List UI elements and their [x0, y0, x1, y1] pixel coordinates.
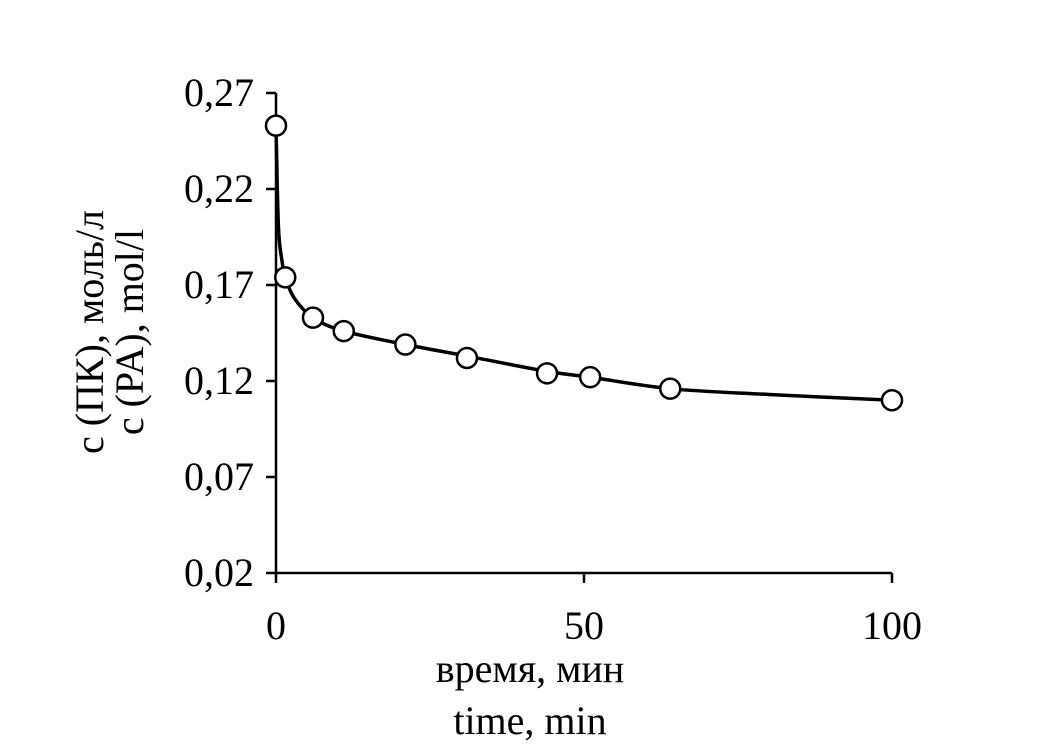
y-axis-title-line-2: c (PA), mol/l — [107, 229, 152, 435]
data-point-marker — [273, 266, 297, 289]
data-point-marker — [455, 346, 479, 370]
y-tick-label: 0,07 — [184, 454, 254, 499]
data-point-marker — [332, 319, 356, 343]
y-axis-title-line-1: c (ПК), моль/л — [67, 210, 112, 454]
series-line — [274, 125, 893, 402]
y-tick-label: 0,22 — [184, 166, 254, 211]
y-tick-label: 0,17 — [184, 262, 254, 307]
y-tick-label: 0,12 — [184, 358, 254, 403]
x-axis-title-line-2: time, min — [453, 698, 606, 743]
data-point-marker — [394, 333, 417, 356]
data-point-marker — [264, 114, 288, 137]
y-tick-label: 0,27 — [184, 70, 254, 115]
plot-area: 0,02 0,07 0,12 0,17 0,22 0,27 0 50 100 — [184, 70, 922, 648]
x-tick-label: 100 — [862, 603, 922, 648]
data-point-marker — [880, 388, 904, 412]
data-point-marker — [535, 362, 559, 385]
data-point-marker — [301, 306, 325, 329]
y-tick-label: 0,02 — [184, 550, 254, 595]
x-axis-title-line-1: время, мин — [436, 646, 624, 691]
x-tick-label: 0 — [266, 603, 286, 648]
data-point-marker — [578, 365, 602, 389]
data-point-marker — [658, 377, 682, 400]
x-tick-label: 50 — [564, 603, 604, 648]
